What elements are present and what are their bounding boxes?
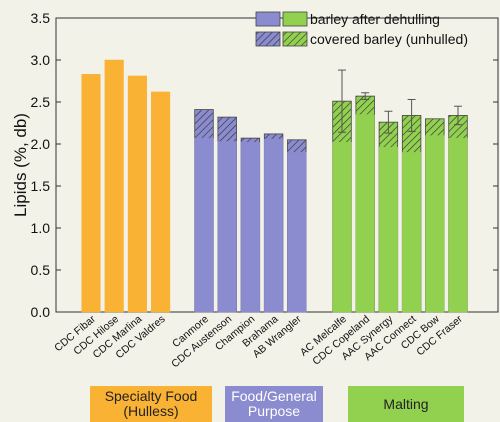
group-label-specialty: Specialty Food (Hulless) xyxy=(90,386,212,422)
y-tick-label: 2.0 xyxy=(31,136,51,152)
group-label-food: Food/General Purpose xyxy=(225,386,323,422)
legend-swatch-solid-malting xyxy=(282,11,308,27)
bar-dehulled-food-brahama xyxy=(264,138,284,313)
bar-dehulled-malting-ac-melcalfe xyxy=(332,142,352,313)
group-label-malting: Malting xyxy=(348,386,464,422)
legend-swatch-hatched-malting xyxy=(282,31,308,47)
bar-dehulled-malting-cdc-bow xyxy=(425,135,445,313)
y-axis-label: Lipids (%, db) xyxy=(11,113,30,217)
group-label-line: Purpose xyxy=(247,403,301,419)
legend-swatch-solid-food xyxy=(255,11,281,27)
group-label-line: Specialty Food xyxy=(104,388,198,404)
legend: barley after dehulling covered barley (un… xyxy=(255,11,468,47)
y-tick-label: 3.0 xyxy=(31,52,51,68)
bar-dehulled-malting-cdc-copeland xyxy=(355,114,375,313)
bar-dehulled-food-cdc-austenson xyxy=(217,141,237,313)
legend-swatch-hatched-food xyxy=(255,31,281,47)
group-label-line: Malting xyxy=(383,395,429,412)
y-tick-label: 1.5 xyxy=(31,178,51,194)
bar-dehulled-specialty-cdc-hilose xyxy=(104,59,124,313)
y-tick-label: 0.0 xyxy=(31,304,51,320)
bar-dehulled-food-champion xyxy=(240,142,260,313)
bar-dehulled-food-canmore xyxy=(194,137,214,313)
y-tick-label: 2.5 xyxy=(31,94,51,110)
group-label-line: Food/General xyxy=(231,388,317,404)
y-tick-label: 3.5 xyxy=(31,10,51,26)
legend-label-solid: barley after dehulling xyxy=(310,11,440,27)
bar-dehulled-malting-cdc-fraser xyxy=(448,137,468,313)
bar-dehulled-specialty-cdc-marlina xyxy=(127,75,147,313)
bar-dehulled-malting-aac-connect xyxy=(402,152,422,313)
y-tick-label: 0.5 xyxy=(31,262,51,278)
legend-label-hatched: covered barley (unhulled) xyxy=(310,31,468,47)
bar-dehulled-specialty-cdc-valdres xyxy=(151,91,171,313)
bar-dehulled-specialty-cdc-fibar xyxy=(81,74,101,313)
y-tick-label: 1.0 xyxy=(31,220,51,236)
bar-dehulled-food-ab-wrangler xyxy=(287,152,307,313)
group-label-line: (Hulless) xyxy=(123,403,179,419)
bar-dehulled-malting-aac-synergy xyxy=(378,147,398,313)
